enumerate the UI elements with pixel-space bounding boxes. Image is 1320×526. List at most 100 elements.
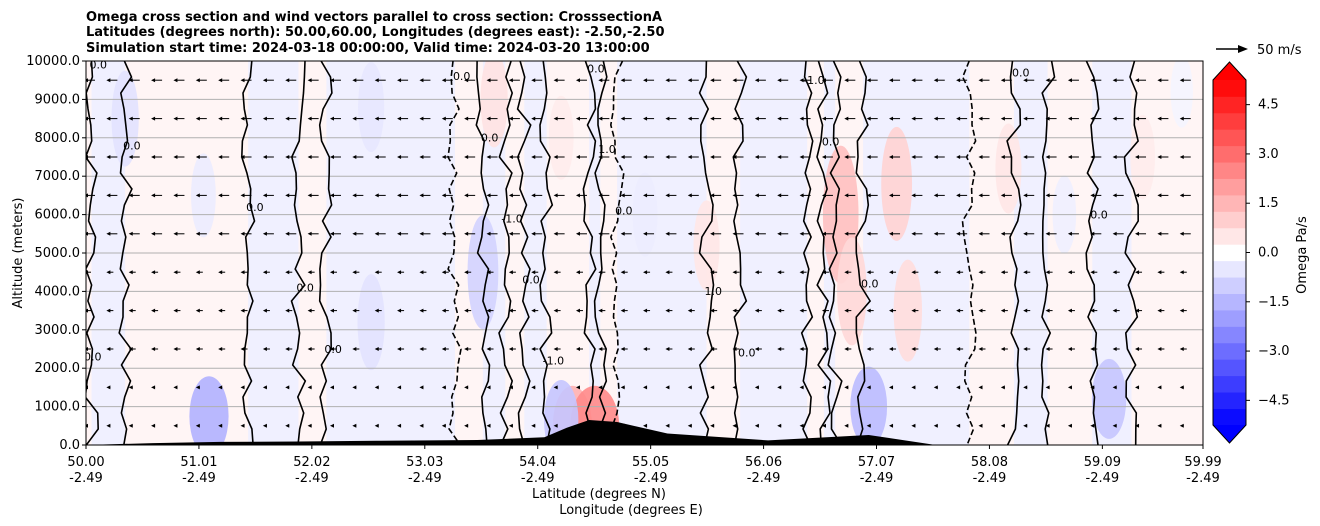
- zero-contour: [816, 61, 832, 445]
- wind-vector-head: [1179, 423, 1184, 428]
- wind-vector-head: [1135, 116, 1140, 121]
- wind-vector-head: [710, 231, 715, 236]
- wind-vector-head: [956, 270, 961, 275]
- wind-vector-head: [106, 347, 111, 351]
- wind-vector-head: [575, 308, 580, 313]
- zero-contour: [827, 61, 843, 445]
- omega-anomaly: [358, 62, 385, 153]
- wind-vector-head: [665, 385, 670, 390]
- wind-vector-head: [553, 347, 558, 351]
- wind-vector-head: [307, 308, 312, 313]
- wind-vector-head: [665, 116, 670, 121]
- wind-vector-head: [866, 155, 871, 159]
- wind-vector-head: [1157, 423, 1162, 428]
- wind-vector-head: [1157, 116, 1162, 121]
- wind-vector-head: [1090, 78, 1095, 83]
- wind-vector-head: [486, 231, 491, 236]
- colorbar-tick-label: −4.5: [1258, 393, 1290, 408]
- x-tick-label-longitude: -2.49: [973, 471, 1007, 486]
- wind-vector-head: [598, 193, 603, 198]
- wind-vector-head: [128, 193, 133, 198]
- colorbar-level: [1213, 145, 1246, 163]
- wind-vector-head: [1090, 270, 1095, 275]
- contour-label: 0.0: [822, 135, 840, 148]
- wind-vector-head: [978, 270, 983, 275]
- wind-vector-head: [218, 270, 223, 275]
- wind-vector-head: [352, 270, 357, 275]
- wind-vector-head: [374, 231, 379, 236]
- wind-vector-head: [844, 347, 849, 351]
- wind-vector-head: [821, 347, 826, 351]
- wind-vector-head: [240, 270, 245, 275]
- wind-vector-head: [575, 116, 580, 121]
- wind-vector-head: [1090, 308, 1095, 313]
- wind-vector-head: [285, 270, 290, 275]
- wind-vector-head: [508, 308, 513, 313]
- wind-vector-head: [710, 193, 715, 198]
- colorbar-level: [1213, 359, 1246, 377]
- wind-vector-head: [933, 423, 938, 428]
- wind-vector-head: [531, 193, 536, 198]
- x-tick-label-longitude: -2.49: [634, 471, 668, 486]
- wind-vector-head: [889, 385, 894, 390]
- wind-vector-head: [643, 347, 648, 351]
- wind-vector-head: [397, 78, 402, 83]
- wind-vectors: [86, 78, 1191, 428]
- wind-vector-head: [1067, 308, 1072, 313]
- wind-vector-head: [575, 385, 580, 390]
- wind-vector-head: [1023, 308, 1028, 313]
- wind-vector-head: [777, 347, 782, 351]
- wind-vector-head: [464, 423, 469, 428]
- wind-vector-head: [821, 385, 826, 390]
- wind-vector-head: [1157, 270, 1162, 275]
- wind-vector-head: [508, 116, 513, 121]
- wind-vector-head: [531, 308, 536, 313]
- wind-vector-head: [195, 308, 200, 313]
- x-tick-label-longitude: -2.49: [295, 471, 329, 486]
- colorbar-level: [1213, 326, 1246, 344]
- wind-vector-head: [173, 116, 178, 121]
- wind-vector-head: [419, 193, 424, 198]
- wind-vector-head: [151, 385, 156, 390]
- wind-vector-head: [844, 385, 849, 390]
- wind-vector-head: [889, 423, 894, 428]
- wind-vector-head: [218, 78, 223, 83]
- wind-vector-head: [553, 385, 558, 390]
- wind-vector-head: [710, 423, 715, 428]
- wind-vector-head: [374, 308, 379, 313]
- wind-vector-head: [1023, 347, 1028, 351]
- contour-label: -1.0: [543, 354, 564, 367]
- wind-vector-head: [1157, 78, 1162, 83]
- wind-vector-head: [1179, 193, 1184, 198]
- wind-vector-head: [575, 270, 580, 275]
- wind-vector-head: [441, 155, 446, 159]
- wind-vector-head: [374, 116, 379, 121]
- wind-vector-head: [777, 78, 782, 83]
- wind-vector-head: [374, 385, 379, 390]
- wind-vector-head: [1179, 385, 1184, 390]
- wind-vector-head: [329, 78, 334, 83]
- wind-vector-head: [151, 116, 156, 121]
- wind-vector-head: [285, 231, 290, 236]
- wind-vector-head: [643, 308, 648, 313]
- wind-vector-head: [374, 347, 379, 351]
- wind-vector-head: [218, 193, 223, 198]
- wind-vector-head: [173, 78, 178, 83]
- wind-vector-head: [508, 347, 513, 351]
- wind-vector-head: [486, 78, 491, 83]
- wind-vector-head: [978, 78, 983, 83]
- wind-vector-head: [106, 385, 111, 390]
- wind-vector-head: [1023, 116, 1028, 121]
- wind-vector-head: [486, 423, 491, 428]
- wind-vector-head: [352, 155, 357, 159]
- contour-label: 0.0: [861, 278, 879, 291]
- wind-vector-head: [1112, 193, 1117, 198]
- wind-vector-head: [419, 423, 424, 428]
- zero-contour: [732, 61, 748, 445]
- y-tick-label: 5000.0: [35, 246, 81, 261]
- omega-anomaly: [995, 123, 1022, 214]
- wind-vector-head: [106, 231, 111, 236]
- contour-label: 0.0: [246, 201, 264, 214]
- wind-vector-head: [352, 116, 357, 121]
- wind-vector-head: [240, 347, 245, 351]
